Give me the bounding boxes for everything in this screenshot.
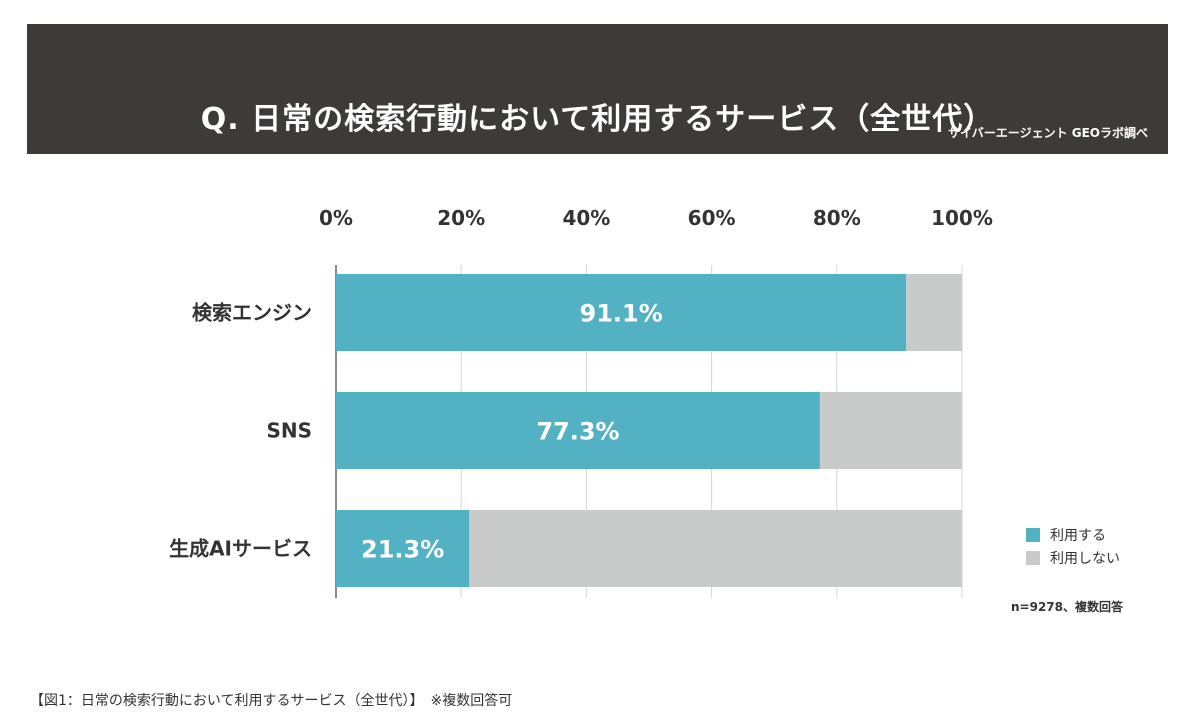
x-tick-label: 20% [437,206,485,230]
bar-value-label: 77.3% [536,418,619,446]
legend-label: 利用する [1050,528,1106,544]
bar-not-used [819,392,962,469]
figure-caption: 【図1：日常の検索行動において利用するサービス（全世代）】 ※複数回答可 [30,693,513,709]
x-tick-label: 0% [319,206,353,230]
stacked-bar-chart: 0% 20% 40% 60% 80% 100% 91.1% 77.3% 21.3% 検索エンジ… [169,206,1124,614]
chart-header: Q. 日常の検索行動において利用するサービス（全世代） サイバーエージェント G… [27,24,1168,154]
sample-note: n=9278、複数回答 [1011,599,1124,614]
bar-not-used [469,510,962,587]
bars: 91.1% 77.3% 21.3% [336,274,962,587]
x-tick-label: 80% [813,206,861,230]
legend-swatch [1026,528,1040,542]
x-tick-label: 60% [688,206,736,230]
x-tick-label: 100% [931,206,993,230]
bar-used [336,510,470,587]
category-label: 生成AIサービス [169,537,312,561]
bar-used [336,392,820,469]
x-tick-label: 40% [562,206,610,230]
legend-label: 利用しない [1050,551,1120,567]
bar-not-used [906,274,962,351]
x-axis-ticks: 0% 20% 40% 60% 80% 100% [319,206,993,230]
bar-value-label: 91.1% [580,300,663,328]
bar-used [336,274,907,351]
source-credit: サイバーエージェント GEOラボ調べ [948,126,1148,140]
category-labels: 検索エンジン SNS 生成AIサービス [169,301,312,561]
legend-swatch [1026,551,1040,565]
bar-value-label: 21.3% [361,536,444,564]
category-label: SNS [266,419,312,443]
chart-title: Q. 日常の検索行動において利用するサービス（全世代） [200,102,995,137]
category-label: 検索エンジン [192,301,312,325]
